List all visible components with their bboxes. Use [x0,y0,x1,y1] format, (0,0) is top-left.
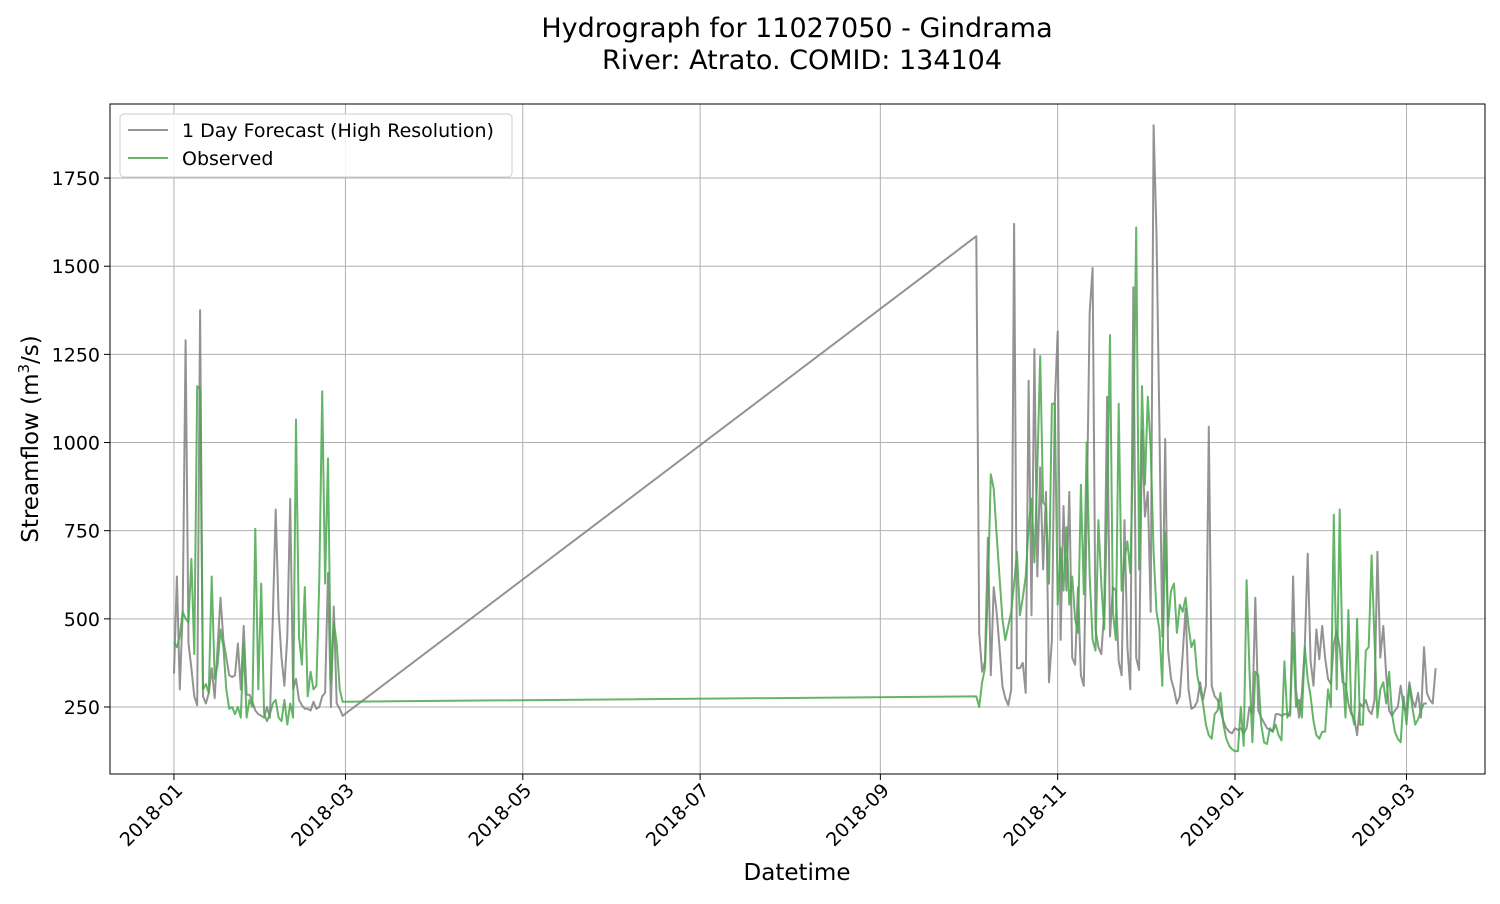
legend-label-forecast: 1 Day Forecast (High Resolution) [182,120,494,142]
y-tick-label: 750 [64,521,100,543]
y-axis-label-tail: /s) [18,335,44,364]
y-tick-label: 500 [64,609,100,631]
legend-box [119,113,513,178]
x-tick-label: 2018-03 [287,779,359,851]
y-axis-label-superscript: 3 [15,364,33,374]
legend: 1 Day Forecast (High Resolution) Observe… [119,113,513,178]
x-tick-label: 2018-05 [465,779,537,851]
y-tick-label: 1750 [52,168,100,190]
y-tick-label: 250 [64,697,100,719]
y-tick-label: 1000 [52,433,100,455]
plot-area-frame [109,103,1486,775]
y-axis-label: Streamflow (m3/s) [15,335,44,543]
x-axis-label: Datetime [744,860,851,886]
y-tick-label: 1500 [52,256,100,278]
x-tick-label: 2019-01 [1177,779,1249,851]
x-tick-label: 2018-07 [642,779,714,851]
x-tick-label: 2018-09 [822,779,894,851]
y-axis-label-main: Streamflow (m [18,373,44,542]
legend-label-observed: Observed [182,148,273,170]
axis-ticks: 2018-01 2018-03 2018-05 2018-07 2018-09 2018-… [52,168,1420,851]
y-tick-label: 1250 [52,344,100,366]
x-tick-label: 2018-11 [999,779,1071,851]
chart-title-line2: River: Atrato. COMID: 134104 [602,45,1002,76]
observed-series-line [173,226,1427,753]
x-tick-label: 2018-01 [116,779,188,851]
chart-title-line1: Hydrograph for 11027050 - Gindrama [541,13,1052,44]
x-tick-label: 2019-03 [1348,779,1420,851]
series-lines [173,124,1437,753]
